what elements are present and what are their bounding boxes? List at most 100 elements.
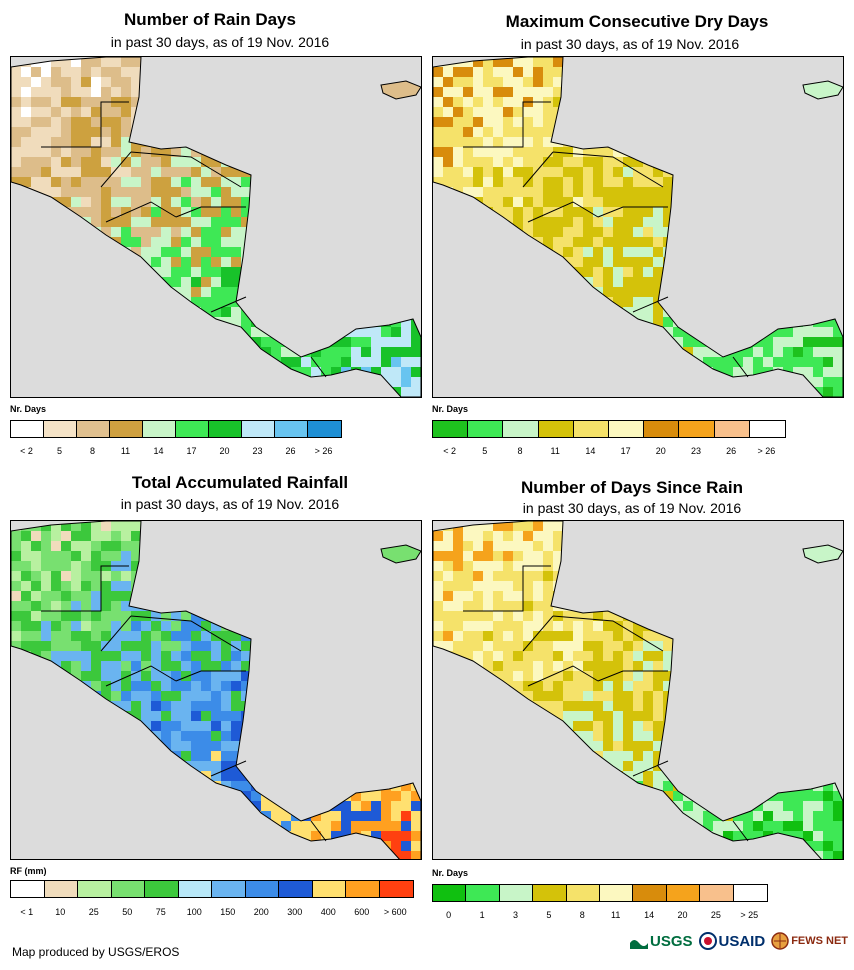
usaid-seal-icon [698, 932, 717, 950]
legend-label: 200 [253, 907, 269, 917]
usaid-logo-text: USAID [718, 932, 766, 950]
island [802, 544, 843, 564]
panel-2-legend-labels: < 2 5 8 11 14 17 20 23 26 > 26 [432, 446, 784, 460]
island [380, 544, 421, 564]
legend-label: 1 [479, 910, 485, 920]
country-border [100, 615, 132, 652]
legend-label: 5 [546, 910, 552, 920]
panel-1-map [10, 56, 422, 398]
country-border [310, 356, 327, 378]
panel-4-legend-labels: 0 1 3 5 8 11 14 20 25 > 25 [432, 910, 766, 924]
legend-swatch [644, 421, 680, 437]
legend-label: 400 [320, 907, 336, 917]
land-grid [433, 57, 843, 397]
legend-swatch [714, 421, 750, 437]
legend-label: 11 [120, 446, 131, 456]
legend-swatch [308, 421, 341, 437]
coastline [11, 57, 421, 397]
legend-label: 75 [155, 907, 166, 917]
coastline [433, 57, 843, 397]
legend-swatch [178, 881, 212, 897]
legend-label: 11 [550, 446, 560, 456]
legend-label: 23 [252, 446, 263, 456]
legend-swatch [633, 885, 667, 901]
panel-2-map [432, 56, 844, 398]
panel-1-title: Number of Rain Days [124, 10, 296, 29]
legend-swatch [499, 885, 534, 901]
legend-label: 17 [186, 446, 197, 456]
legend-label: 20 [677, 910, 688, 920]
legend-swatch [279, 881, 313, 897]
legend-label: 8 [517, 446, 523, 456]
legend-swatch [275, 421, 308, 437]
legend-label: 600 [354, 907, 370, 917]
fewsnet-logo-text: FEWS NET [791, 935, 849, 947]
legend-swatch [11, 421, 44, 437]
legend-swatch [110, 421, 143, 437]
country-border [463, 565, 551, 612]
legend-swatch [44, 421, 77, 437]
legend-label: 11 [611, 910, 621, 920]
legend-label: < 2 [443, 446, 456, 456]
legend-swatch [145, 881, 179, 897]
legend-swatch [11, 881, 45, 897]
country-border [463, 101, 551, 148]
panel-2-subtitle: in past 30 days, as of 19 Nov. 2016 [520, 36, 740, 52]
country-border [105, 201, 177, 223]
country-border [100, 151, 132, 188]
legend-swatch [538, 421, 574, 437]
panel-3-map [10, 520, 422, 860]
legend-label: 100 [186, 907, 202, 917]
legend-swatch [608, 421, 645, 437]
legend-swatch [346, 881, 380, 897]
map-credit: Map produced by USGS/EROS [12, 945, 180, 959]
country-border [41, 565, 129, 612]
usgs-logo-text: USGS [650, 932, 693, 950]
legend-swatch [503, 421, 539, 437]
panel-4-map [432, 520, 844, 860]
country-border [310, 820, 327, 842]
legend-label: 8 [89, 446, 96, 456]
legend-label: > 26 [314, 446, 333, 456]
legend-swatch [176, 421, 209, 437]
panel-2-title: Maximum Consecutive Dry Days [505, 12, 769, 31]
country-border [552, 151, 664, 188]
map-canvas [11, 521, 421, 859]
panel-4-subtitle: in past 30 days, as of 19 Nov. 2016 [522, 500, 742, 516]
legend-label: 5 [56, 446, 63, 456]
legend-swatch [573, 421, 609, 437]
panel-3-title: Total Accumulated Rainfall [131, 473, 349, 492]
legend-swatch [533, 885, 567, 901]
panel-4-title: Number of Days Since Rain [520, 478, 743, 497]
legend-label: 14 [644, 910, 655, 920]
legend-label: 8 [579, 910, 585, 920]
legend-label: 14 [585, 446, 596, 456]
country-border [632, 296, 669, 313]
legend-swatch [666, 885, 701, 901]
legend-swatch [749, 421, 785, 437]
map-canvas [433, 57, 843, 397]
legend-label: 300 [287, 907, 303, 917]
country-border [732, 820, 749, 842]
country-border [175, 206, 246, 218]
legend-label: 23 [690, 446, 702, 456]
country-border [210, 760, 247, 777]
panel-1-legend-bar [10, 420, 342, 438]
country-border [130, 151, 242, 188]
usgs-logo: USGS [630, 933, 693, 950]
panel-4-legend-bar [432, 884, 768, 902]
country-border [527, 201, 599, 223]
panel-3-subtitle: in past 30 days, as of 19 Nov. 2016 [120, 496, 340, 512]
legend-swatch [209, 421, 242, 437]
legend-label: 10 [55, 907, 66, 917]
legend-label: 0 [446, 910, 452, 920]
legend-label: < 1 [20, 907, 34, 917]
panel-1-legend-labels: < 2 5 8 11 14 17 20 23 26 > 26 [10, 446, 340, 460]
country-border [597, 206, 668, 218]
panel-4-legend-title: Nr. Days [432, 868, 469, 878]
usaid-logo: USAID [698, 932, 766, 950]
panel-3-legend-labels: < 1 10 25 50 75 100 150 200 300 400 600 > 600 [10, 907, 412, 921]
legend-swatch [245, 881, 279, 897]
legend-label: 150 [220, 907, 236, 917]
legend-swatch [111, 881, 145, 897]
